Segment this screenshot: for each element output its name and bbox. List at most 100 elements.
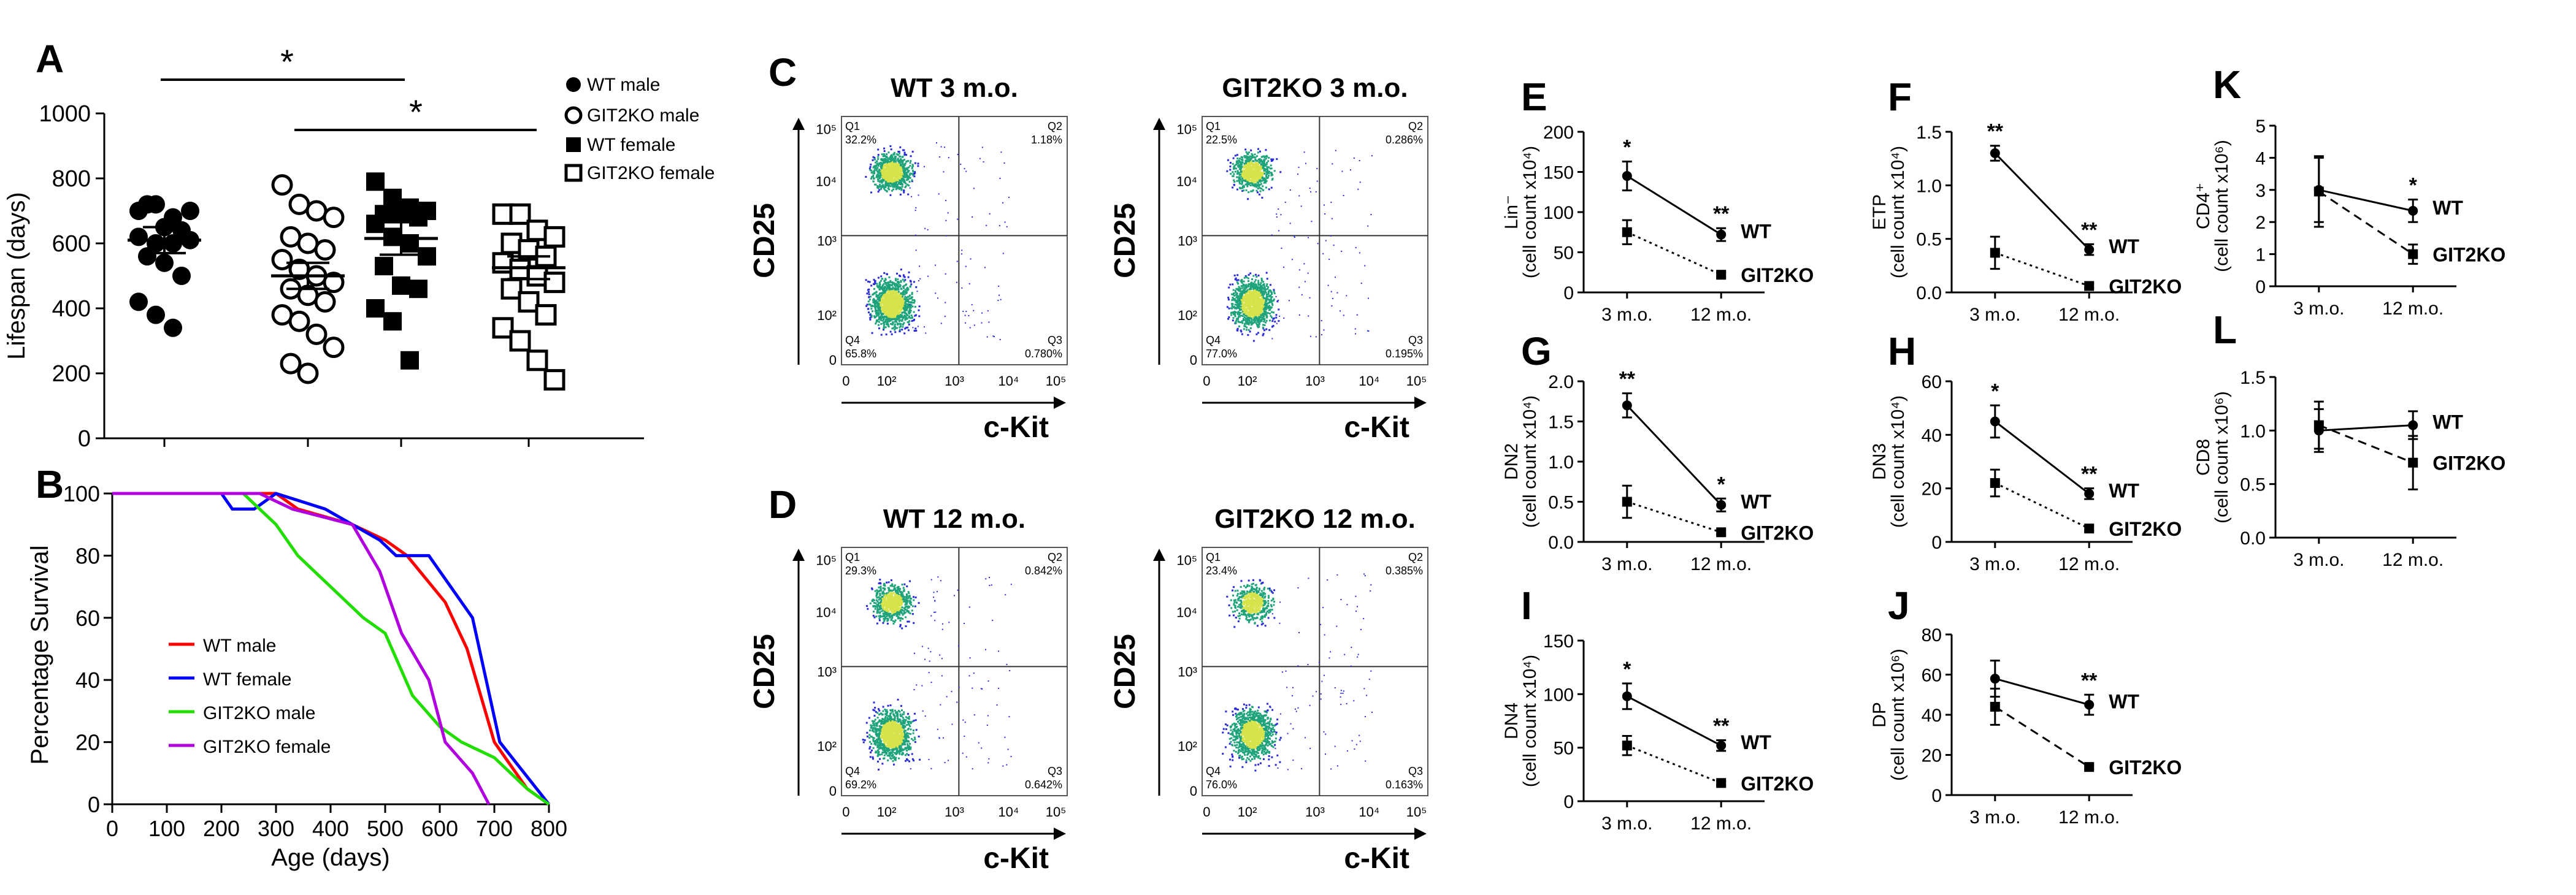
event-dot <box>900 175 902 177</box>
event-dot <box>1251 156 1254 159</box>
event-dot <box>1246 319 1248 321</box>
event-dot <box>1249 297 1251 299</box>
event-dot <box>904 302 907 305</box>
event-dot <box>1268 294 1271 297</box>
event-dot <box>898 153 900 155</box>
event-dot <box>1236 162 1238 164</box>
event-dot <box>888 318 891 321</box>
event-dot <box>878 186 880 189</box>
event-dot <box>883 169 886 172</box>
event-dot <box>897 171 900 173</box>
event-dot <box>879 308 881 311</box>
event-dot <box>1245 321 1248 324</box>
event-dot <box>939 156 941 158</box>
event-dot <box>911 166 913 169</box>
event-dot <box>1256 295 1259 297</box>
event-dot <box>1243 300 1246 302</box>
event-dot <box>1237 321 1240 323</box>
event-dot <box>1241 299 1243 301</box>
event-dot <box>1232 283 1234 286</box>
event-dot <box>886 173 888 175</box>
event-dot <box>1248 171 1250 173</box>
event-dot <box>1248 288 1251 290</box>
legend-label: WT male <box>587 75 660 95</box>
event-dot <box>891 161 894 164</box>
event-dot <box>877 154 880 156</box>
event-dot <box>891 156 894 159</box>
event-dot <box>1254 156 1257 159</box>
event-dot <box>880 316 882 319</box>
event-dot <box>890 593 892 596</box>
event-dot <box>914 171 916 173</box>
event-dot <box>1004 221 1006 223</box>
event-dot <box>1262 284 1264 286</box>
x-tick-label: 10⁴ <box>1359 373 1379 389</box>
event-dot <box>869 314 872 316</box>
event-dot <box>881 169 883 171</box>
event-dot <box>911 196 913 197</box>
event-dot <box>883 150 886 152</box>
event-dot <box>902 286 905 288</box>
event-dot <box>1248 158 1250 160</box>
event-dot <box>1240 280 1242 282</box>
event-dot <box>1235 311 1237 314</box>
event-dot <box>883 584 885 587</box>
event-dot <box>894 323 897 326</box>
event-dot <box>1356 314 1358 316</box>
event-dot <box>1241 279 1243 281</box>
event-dot <box>894 329 896 331</box>
event-dot <box>887 180 890 182</box>
event-dot <box>895 289 898 292</box>
event-dot <box>884 281 886 284</box>
event-dot <box>886 607 888 610</box>
event-dot <box>1251 314 1254 316</box>
event-dot <box>905 290 908 292</box>
event-dot <box>886 153 888 156</box>
data-point <box>138 247 156 266</box>
quadrant-label: Q2 <box>1408 120 1423 132</box>
event-dot <box>880 307 882 310</box>
event-dot <box>907 321 909 324</box>
event-dot <box>907 597 909 600</box>
event-dot <box>1268 319 1271 322</box>
event-dot <box>1233 310 1236 313</box>
event-dot <box>1243 287 1246 289</box>
event-dot <box>1275 316 1278 319</box>
event-dot <box>1258 184 1260 186</box>
event-dot <box>870 172 873 174</box>
plot-title: WT 3 m.o. <box>891 73 1018 103</box>
event-dot <box>1261 173 1263 176</box>
event-dot <box>894 166 897 168</box>
data-point <box>314 291 336 313</box>
event-dot <box>998 294 1000 296</box>
event-dot <box>1265 314 1268 316</box>
event-dot <box>882 159 884 161</box>
event-dot <box>1270 172 1272 174</box>
event-dot <box>1247 163 1249 166</box>
event-dot <box>908 176 910 178</box>
event-dot <box>1264 155 1267 158</box>
event-dot <box>905 288 908 291</box>
event-dot <box>1251 303 1254 305</box>
event-dot <box>870 315 873 318</box>
event-dot <box>1239 305 1241 308</box>
event-dot <box>918 305 921 308</box>
event-dot <box>877 164 880 167</box>
event-dot <box>1249 299 1251 301</box>
event-dot <box>883 168 886 170</box>
event-dot <box>1255 333 1258 335</box>
event-dot <box>883 592 885 595</box>
event-dot <box>1245 295 1248 298</box>
event-dot <box>1267 307 1269 309</box>
event-dot <box>896 595 899 597</box>
event-dot <box>895 305 897 307</box>
event-dot <box>1309 188 1311 189</box>
event-dot <box>1278 299 1279 301</box>
plot-frame <box>1202 116 1428 365</box>
event-dot <box>1236 329 1238 331</box>
event-dot <box>1241 156 1244 159</box>
event-dot <box>903 610 905 612</box>
event-dot <box>1251 281 1253 284</box>
event-dot <box>894 302 896 304</box>
event-dot <box>1227 159 1229 161</box>
